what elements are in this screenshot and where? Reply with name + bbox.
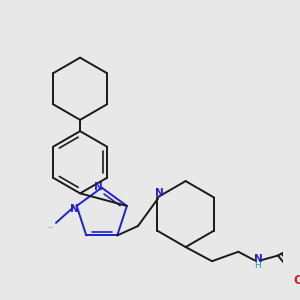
Text: N: N [94,182,102,192]
Text: H: H [254,261,261,270]
Text: O: O [294,274,300,287]
Text: N: N [154,188,163,198]
Text: methyl: methyl [49,227,54,228]
Text: N: N [254,254,262,264]
Text: N: N [70,204,79,214]
